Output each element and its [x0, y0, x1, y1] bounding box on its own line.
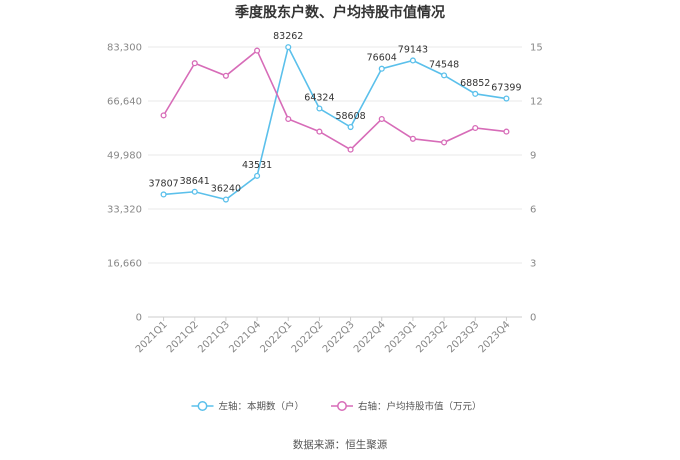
x-tick-label: 2023Q3 [446, 319, 482, 355]
legend-label: 右轴：户均持股市值（万元） [358, 401, 482, 413]
series-point-1 [441, 139, 448, 146]
right-tick-label: 3 [530, 259, 536, 270]
data-label: 58608 [335, 111, 365, 122]
x-tick-label: 2021Q2 [165, 319, 201, 355]
series-point-0 [160, 191, 167, 198]
data-label: 64324 [304, 93, 334, 104]
series-point-1 [285, 115, 292, 123]
series-line-1 [162, 49, 507, 151]
legend-marker [197, 401, 208, 411]
series-point-0 [285, 44, 292, 51]
x-tick-label: 2023Q4 [477, 319, 513, 355]
x-axis: 2021Q12021Q22021Q32021Q42022Q12022Q22022… [134, 317, 513, 355]
left-tick-label: 33,320 [107, 205, 142, 216]
x-tick-label: 2023Q1 [383, 319, 419, 355]
grid [148, 46, 522, 318]
series-point-1 [316, 128, 323, 135]
left-axis: 0 16,660 33,320 49,980 66,640 83,300 [107, 43, 142, 324]
right-tick-label: 0 [530, 313, 536, 324]
series-point-1 [191, 60, 198, 67]
series-point-1 [222, 72, 229, 79]
left-tick-label: 0 [136, 313, 142, 324]
series-point-0 [472, 90, 479, 97]
data-label: 38641 [180, 176, 210, 187]
data-label: 79143 [398, 44, 428, 55]
series-point-1 [503, 128, 510, 135]
series-point-0 [222, 196, 229, 203]
left-tick-label: 83,300 [107, 43, 142, 54]
x-tick-label: 2023Q2 [414, 319, 450, 355]
data-label: 37807 [148, 178, 178, 189]
data-source: 数据来源：恒生聚源 [293, 438, 388, 451]
x-tick-label: 2022Q1 [259, 319, 295, 355]
series-point-0 [191, 188, 198, 195]
x-tick-label: 2021Q1 [134, 319, 170, 355]
x-tick-label: 2022Q3 [321, 319, 357, 355]
series-point-0 [254, 172, 261, 179]
series-point-0 [409, 57, 416, 64]
series-point-1 [378, 115, 385, 123]
series-point-1 [160, 112, 167, 119]
data-label: 43531 [242, 160, 272, 171]
chart-title: 季度股东户数、户均持股市值情况 [234, 4, 445, 21]
left-tick-label: 16,660 [107, 259, 142, 270]
legend: 左轴：本期数（户） 右轴：户均持股市值（万元） [191, 401, 482, 413]
data-label: 67399 [491, 83, 521, 94]
series-point-0 [347, 123, 354, 131]
right-tick-label: 15 [530, 43, 543, 54]
x-tick-label: 2021Q3 [196, 319, 232, 355]
series-point-0 [316, 105, 323, 112]
data-label: 74548 [429, 59, 459, 70]
series-point-1 [254, 47, 261, 54]
data-label: 36240 [211, 184, 241, 195]
x-tick-label: 2022Q4 [352, 319, 388, 355]
series-point-0 [503, 95, 510, 102]
data-label: 76604 [367, 53, 397, 64]
right-tick-label: 12 [530, 97, 543, 108]
legend-marker [337, 401, 347, 411]
left-tick-label: 49,980 [107, 151, 142, 162]
legend-label: 左轴：本期数（户） [219, 401, 305, 413]
right-tick-label: 6 [530, 205, 536, 216]
data-label: 68852 [460, 78, 490, 89]
x-tick-label: 2021Q4 [227, 319, 263, 355]
x-tick-label: 2022Q2 [290, 319, 326, 355]
series-point-1 [409, 135, 416, 142]
series-point-1 [347, 146, 354, 153]
right-tick-label: 9 [530, 151, 536, 162]
series-line-0 [163, 44, 507, 201]
series-point-0 [441, 72, 448, 79]
data-label: 83262 [273, 31, 303, 42]
right-axis: 0 3 6 9 12 15 [530, 43, 543, 324]
series-point-0 [378, 65, 385, 72]
left-tick-label: 66,640 [107, 97, 142, 108]
series-point-1 [472, 124, 479, 132]
